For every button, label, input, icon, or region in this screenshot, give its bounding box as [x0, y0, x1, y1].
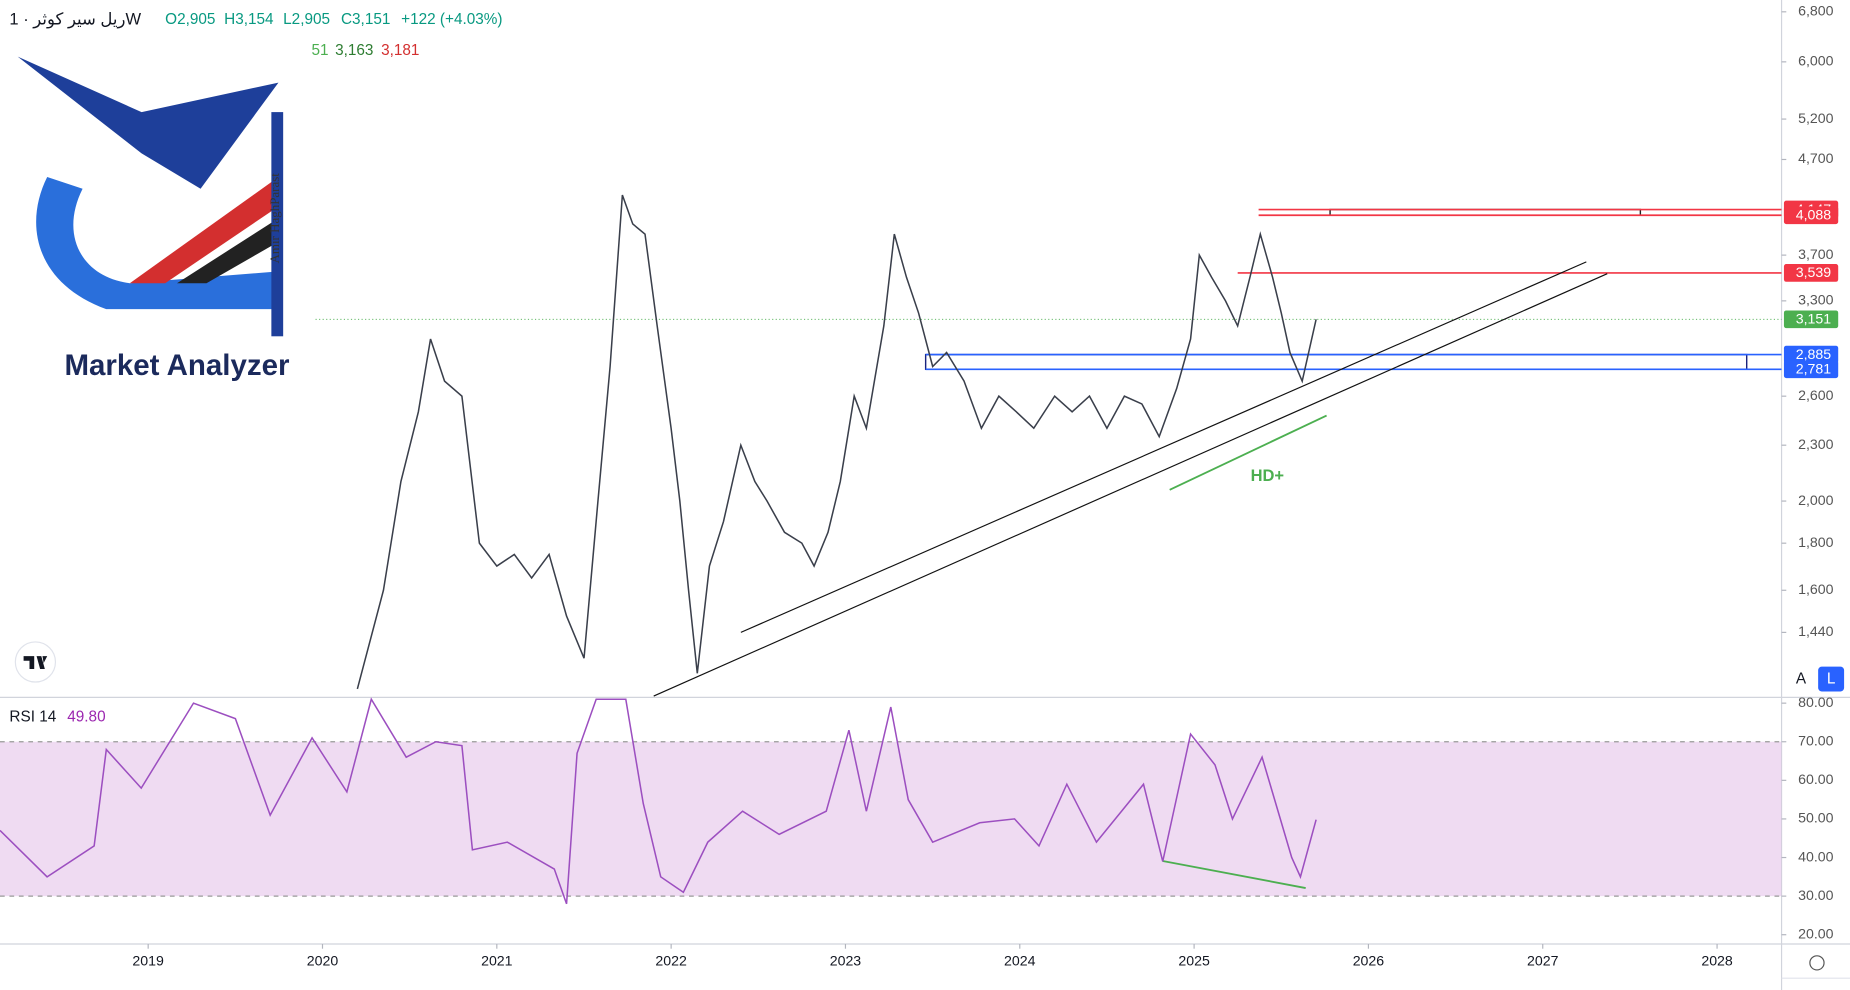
- y-tick-label: 6,000: [1798, 53, 1834, 69]
- y-tick-label: 6,800: [1798, 3, 1834, 19]
- x-tick-label: 2024: [1004, 952, 1036, 968]
- y-tick-label: 70.00: [1798, 732, 1834, 748]
- log-label[interactable]: L: [1827, 671, 1836, 688]
- ohlc-change: +122 (+4.03%): [401, 11, 502, 28]
- annotation: HD+: [1251, 467, 1284, 485]
- trendline: [1162, 860, 1306, 889]
- logo-bar: [271, 112, 284, 337]
- y-tick-label: 3,700: [1798, 246, 1834, 262]
- y-tick-label: 50.00: [1798, 810, 1834, 826]
- y-tick-label: 5,200: [1798, 110, 1834, 126]
- x-tick-label: 2028: [1701, 952, 1733, 968]
- y-tick-label: 1,600: [1798, 581, 1834, 597]
- y-tick-label: 60.00: [1798, 771, 1834, 787]
- y-tick-label: 4,700: [1798, 150, 1834, 166]
- x-tick-label: 2020: [307, 952, 339, 968]
- x-tick-label: 2023: [830, 952, 862, 968]
- tv-badge-circle: [14, 641, 57, 683]
- auto-button[interactable]: [1789, 667, 1813, 692]
- symbol: ریل سیر کوثر · 1W: [9, 10, 141, 29]
- pane: [315, 194, 1782, 697]
- y-tick-label: 1,800: [1798, 534, 1834, 550]
- x-tick-label: 2027: [1527, 952, 1559, 968]
- trendline: [740, 261, 1587, 633]
- price-level-label: 2,885: [1796, 346, 1832, 362]
- y-tick-label: 2,000: [1798, 492, 1834, 508]
- logo-wing: [17, 56, 279, 189]
- trendline: [1169, 414, 1327, 491]
- tv-badge[interactable]: [14, 641, 57, 683]
- ohlc-low: L2,905: [283, 11, 330, 28]
- logo-author: Amir HaghParast: [267, 173, 282, 264]
- y-tick-label: 40.00: [1798, 848, 1834, 864]
- indicator-value: 51: [311, 42, 328, 59]
- y-tick-label: 2,300: [1798, 436, 1834, 452]
- y-tick-label: 80.00: [1798, 694, 1834, 710]
- logo: Market Analyzer Amir HaghParast: [17, 56, 290, 382]
- log-button[interactable]: [1818, 666, 1845, 692]
- rsi-value: 49.80: [67, 708, 105, 725]
- x-tick-label: 2026: [1353, 952, 1385, 968]
- series-line: [0, 697, 1317, 905]
- price-level-label: 3,539: [1796, 264, 1832, 280]
- plots: [0, 194, 1782, 905]
- settings-icon[interactable]: [1809, 955, 1825, 971]
- rsi-title: RSI 14: [9, 708, 56, 725]
- price-level-label: 2,781: [1796, 361, 1832, 377]
- series-line: [356, 194, 1317, 690]
- logo-title: Market Analyzer: [64, 349, 290, 382]
- price-level-tag: [1783, 206, 1839, 225]
- ohlc-close: C3,151: [341, 11, 390, 28]
- trendline: [653, 273, 1608, 697]
- x-tick-label: 2022: [655, 952, 687, 968]
- x-tick-label: 2019: [132, 952, 164, 968]
- y-tick-label: 1,440: [1798, 623, 1834, 639]
- logo-swoosh: [36, 176, 279, 310]
- price-level-label: 4,088: [1796, 207, 1832, 223]
- price-level-label: 3,151: [1796, 311, 1832, 327]
- indicator-value: 3,163: [335, 42, 373, 59]
- y-tick-label: 30.00: [1798, 887, 1834, 903]
- tv-badge-icon: [23, 656, 48, 670]
- price-level-tag: [1783, 264, 1839, 282]
- x-tick-label: 2025: [1178, 952, 1210, 968]
- price-level-tag: [1783, 310, 1839, 329]
- ohlc-high: H3,154: [224, 11, 274, 28]
- rsi-band: [0, 741, 1782, 897]
- price-level-tag: [1783, 345, 1839, 364]
- x-tick-label: 2021: [481, 952, 513, 968]
- ohlc-open: O2,905: [165, 11, 215, 28]
- price-level-tag: [1783, 360, 1839, 379]
- y-tick-label: 3,300: [1798, 292, 1834, 308]
- y-tick-label: 20.00: [1798, 925, 1834, 941]
- auto-label[interactable]: A: [1796, 671, 1807, 688]
- y-tick-label: 2,600: [1798, 387, 1834, 403]
- indicator-value: 3,181: [381, 42, 419, 59]
- pane: [0, 697, 1782, 905]
